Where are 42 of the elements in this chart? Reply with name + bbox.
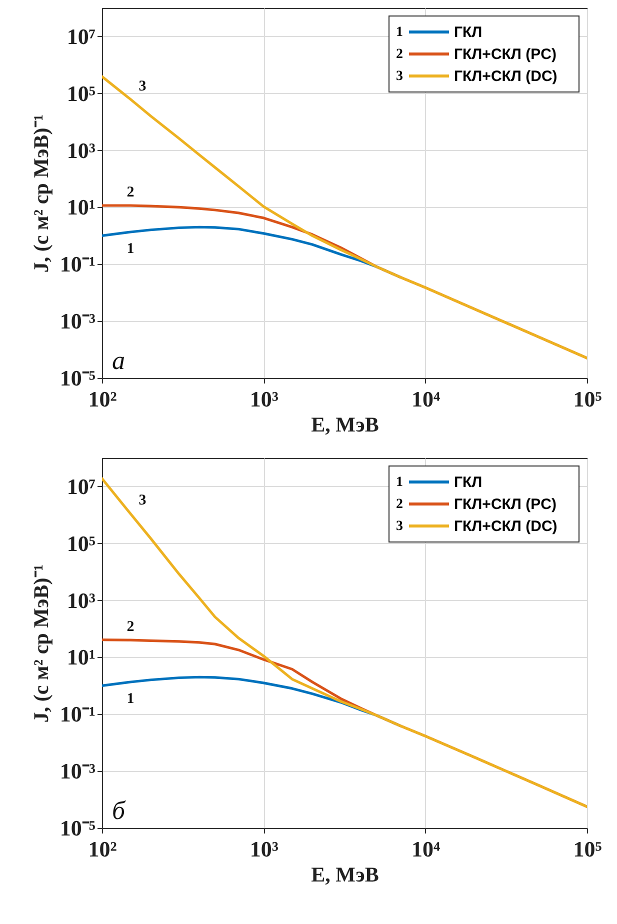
x-tick-label: 10⁵: [573, 386, 602, 412]
y-tick-label: 10¹: [66, 194, 96, 220]
y-axis-title: J, (с м² ср МэВ)⁻¹: [28, 564, 53, 723]
y-tick-label: 10⁻¹: [60, 252, 96, 277]
y-tick-label: 10³: [66, 138, 96, 163]
annotation: 2: [126, 619, 134, 636]
legend-label: ГКЛ: [454, 24, 482, 41]
legend-label: ГКЛ+СКЛ (PC): [454, 46, 556, 63]
annotation: 1: [126, 690, 134, 707]
x-tick-label: 10⁵: [573, 836, 602, 862]
x-tick-label: 10³: [250, 836, 279, 862]
y-tick-label: 10¹: [66, 644, 96, 670]
legend-label: ГКЛ: [454, 474, 482, 491]
annotation: 3: [138, 492, 146, 509]
y-tick-label: 10⁻¹: [60, 702, 96, 727]
legend-label: ГКЛ+СКЛ (DC): [454, 68, 558, 85]
text: 1: [396, 25, 403, 40]
y-tick-label: 10⁻³: [60, 308, 96, 334]
text: 3: [396, 69, 403, 84]
text: 3: [396, 519, 403, 534]
y-tick-label: 10⁵: [66, 80, 96, 106]
text: 1: [396, 475, 403, 490]
x-tick-label: 10⁴: [412, 836, 441, 862]
y-tick-label: 10⁵: [66, 530, 96, 556]
y-tick-label: 10⁷: [66, 24, 96, 49]
annotation: б: [112, 796, 126, 825]
text: 2: [396, 497, 403, 512]
x-tick-label: 10³: [250, 386, 279, 412]
y-tick-label: 10⁻³: [60, 758, 96, 784]
y-axis-title: J, (с м² ср МэВ)⁻¹: [28, 114, 53, 273]
annotation: 3: [138, 78, 146, 94]
annotation: 1: [126, 240, 134, 257]
annotation: 2: [126, 184, 134, 201]
y-tick-label: 10⁷: [66, 474, 96, 499]
legend-label: ГКЛ+СКЛ (DC): [454, 518, 558, 535]
legend-label: ГКЛ+СКЛ (PC): [454, 496, 556, 513]
x-axis-title: E, МэВ: [311, 412, 379, 436]
y-tick-label: 10³: [66, 588, 96, 613]
annotation: а: [112, 346, 125, 375]
x-axis-title: E, МэВ: [311, 862, 379, 886]
x-tick-label: 10⁴: [412, 386, 441, 412]
text: 2: [396, 47, 403, 62]
